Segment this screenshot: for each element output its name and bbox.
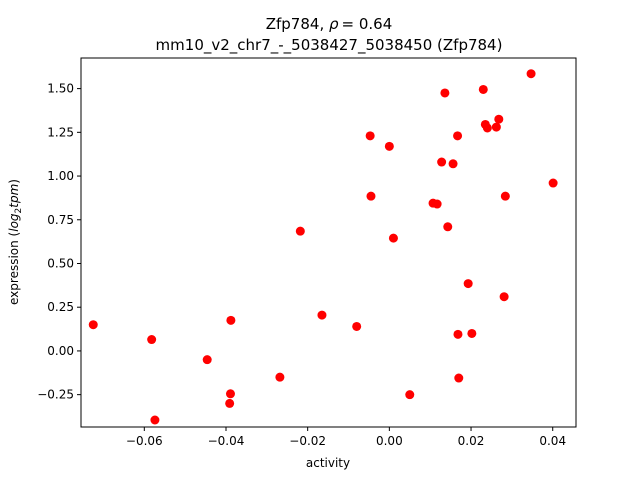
chart-title-gene: Zfp784 (266, 15, 320, 33)
data-point (366, 191, 376, 201)
data-point (388, 233, 398, 243)
data-point (365, 131, 375, 141)
data-point (275, 372, 285, 382)
data-point (548, 178, 558, 188)
data-point (443, 222, 453, 232)
data-point (454, 373, 464, 383)
data-point (491, 122, 501, 132)
data-point (295, 226, 305, 236)
x-tick-label: 0.04 (539, 434, 566, 448)
data-point (499, 292, 509, 302)
data-point (500, 191, 510, 201)
y-tick-label: 0.00 (47, 344, 74, 358)
data-point (448, 159, 458, 169)
y-tick-label: −0.25 (37, 388, 74, 402)
data-point (432, 199, 442, 209)
data-point (440, 88, 450, 98)
x-tick-label: 0.00 (376, 434, 403, 448)
x-tick-label: −0.06 (126, 434, 163, 448)
chart-subtitle: mm10_v2_chr7_-_5038427_5038450 (Zfp784) (156, 36, 503, 55)
y-axis-label: expression (log2tpm) (7, 179, 24, 305)
data-point (147, 335, 157, 345)
x-axis-label: activity (306, 456, 350, 470)
data-point (437, 157, 447, 167)
y-tick-label: 0.50 (47, 256, 74, 270)
data-point (467, 328, 477, 338)
chart-title-rho-value: = 0.64 (342, 15, 393, 33)
data-point (526, 69, 536, 79)
y-tick-label: 0.75 (47, 213, 74, 227)
data-point (494, 114, 504, 124)
data-point (150, 415, 160, 425)
y-tick-label: 1.25 (47, 125, 74, 139)
data-point (226, 315, 236, 325)
data-point (225, 398, 235, 408)
data-point (405, 390, 415, 400)
chart-title: Zfp784, ρ = 0.64 (266, 15, 393, 33)
data-point (202, 355, 212, 365)
y-tick-label: 1.50 (47, 82, 74, 96)
data-point (88, 320, 98, 330)
x-tick-label: −0.02 (289, 434, 326, 448)
y-tick-label: 1.00 (47, 169, 74, 183)
x-tick-label: −0.04 (208, 434, 245, 448)
chart-title-rho-symbol: ρ (329, 15, 339, 33)
data-point (352, 321, 362, 331)
data-point (463, 279, 473, 289)
data-point (478, 84, 488, 94)
data-point (317, 310, 327, 320)
x-tick-label: 0.02 (458, 434, 485, 448)
data-point (453, 131, 463, 141)
data-point (225, 389, 235, 399)
data-point (384, 141, 394, 151)
data-point (453, 329, 463, 339)
axes-frame (80, 57, 577, 428)
data-point (482, 123, 492, 133)
y-tick-label: 0.25 (47, 300, 74, 314)
